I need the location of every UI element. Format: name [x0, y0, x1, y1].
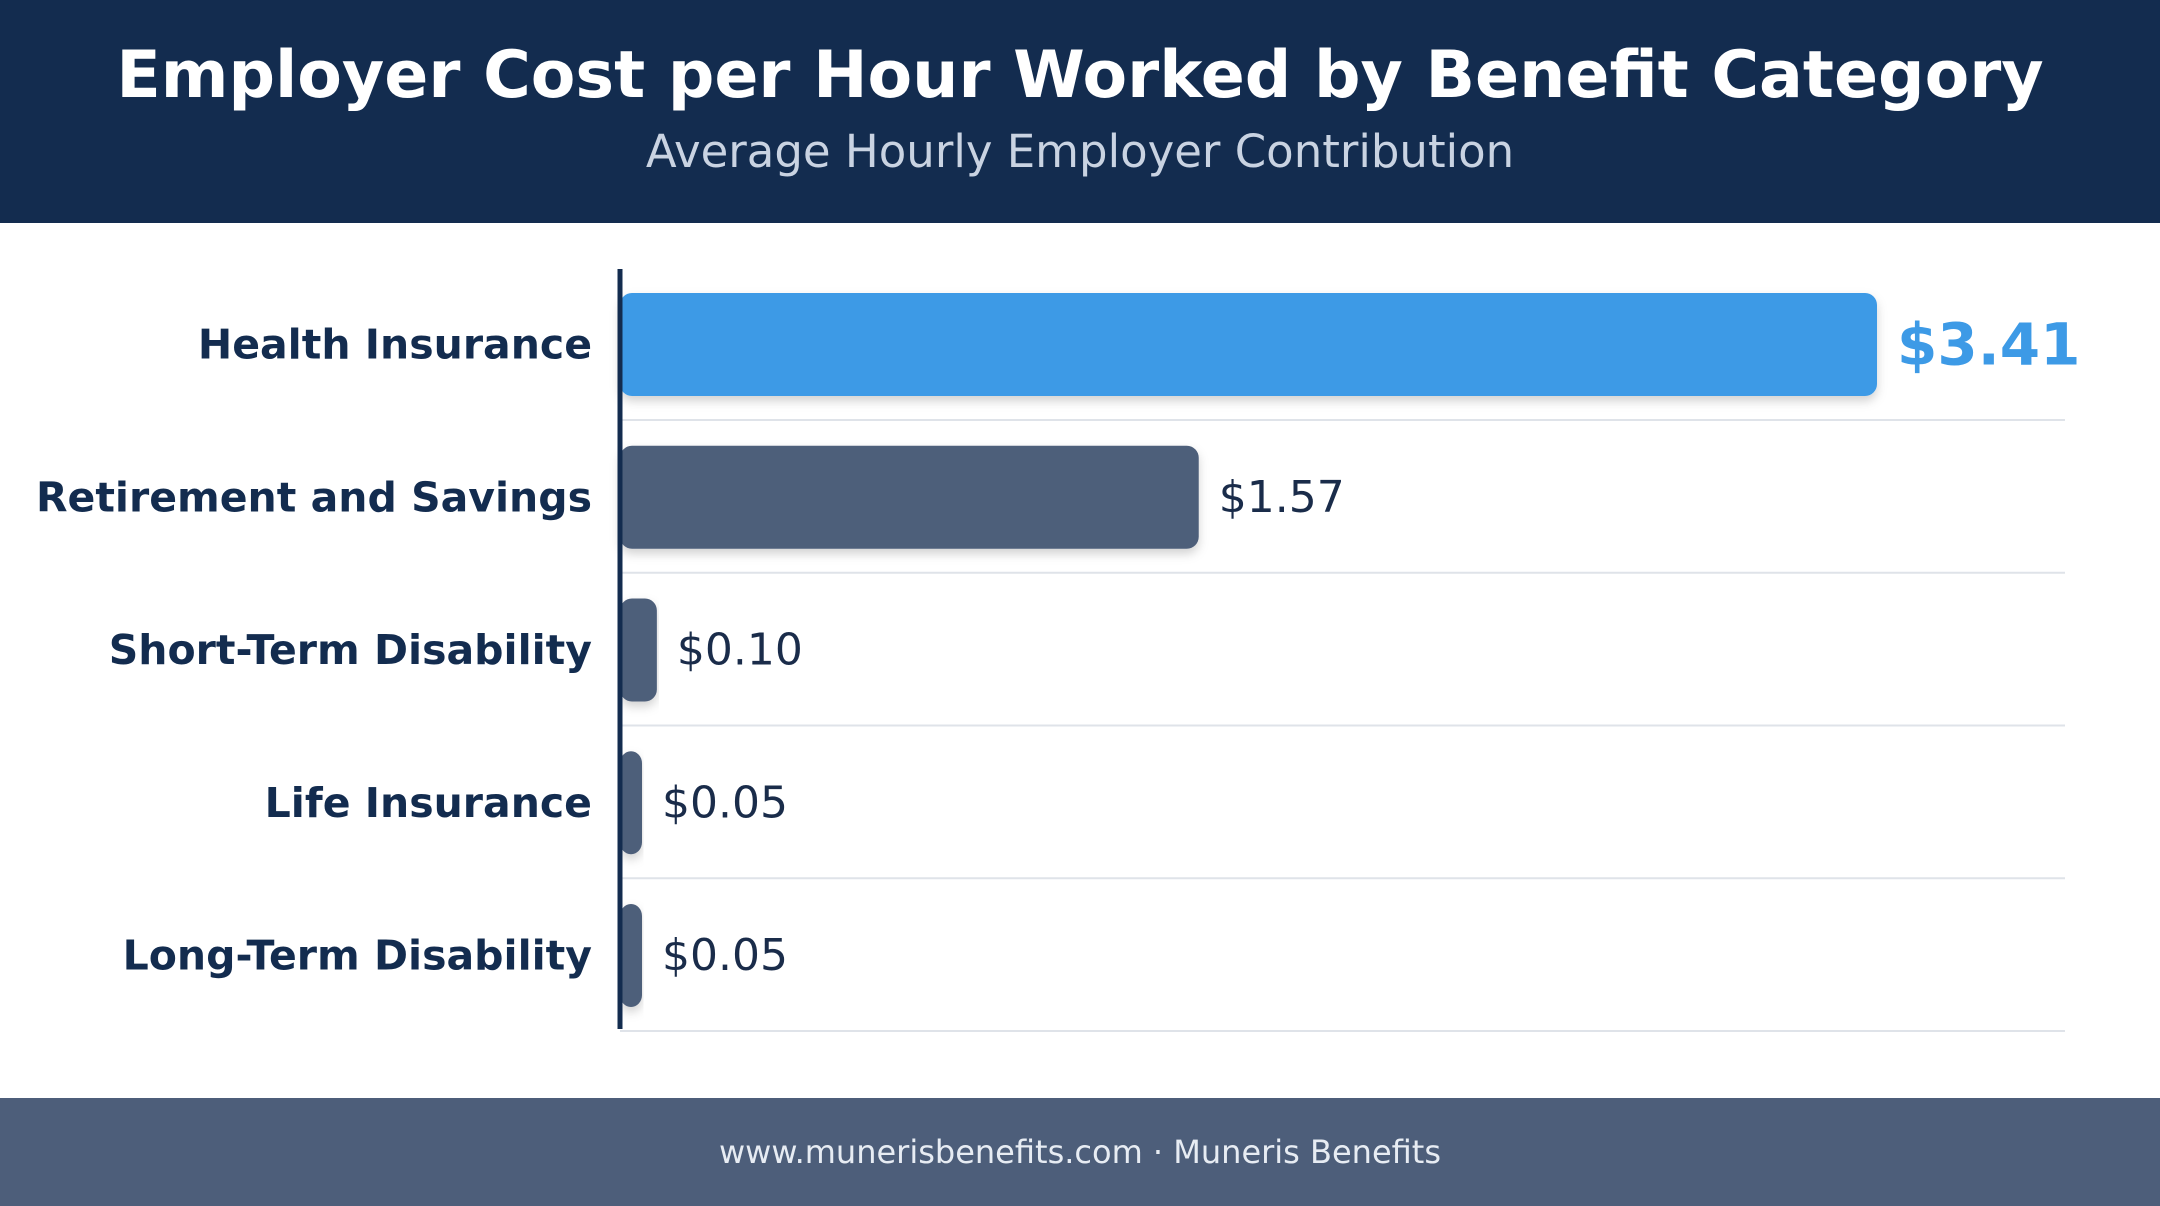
category-label: Life Insurance: [265, 779, 592, 827]
bar-chart: Health Insurance $3.41 Retirement and Savi…: [36, 269, 2080, 1032]
value-label: $0.10: [677, 625, 803, 676]
bar-short-term-disability: [620, 598, 657, 702]
value-label: $1.57: [1219, 472, 1345, 523]
bar-health-insurance: [620, 293, 1877, 396]
chart-area: Health Insurance $3.41 Retirement and Savi…: [0, 223, 2160, 1098]
header-banner: Employer Cost per Hour Worked by Benefit…: [0, 0, 2160, 223]
value-label: $0.05: [662, 777, 788, 828]
category-label: Retirement and Savings: [36, 473, 592, 521]
bar-life-insurance: [620, 751, 642, 855]
footer-text: www.munerisbenefits.com · Muneris Benefi…: [719, 1133, 1441, 1171]
chart-subtitle: Average Hourly Employer Contribution: [645, 125, 1515, 178]
value-label: $0.05: [662, 930, 788, 981]
footer-bar: www.munerisbenefits.com · Muneris Benefi…: [0, 1098, 2160, 1206]
bar-long-term-disability: [620, 904, 642, 1007]
category-label: Short-Term Disability: [109, 626, 592, 674]
bar-retirement-and-savings: [620, 445, 1199, 549]
category-label: Long-Term Disability: [123, 932, 592, 980]
value-label: $3.41: [1897, 311, 2080, 379]
category-label: Health Insurance: [198, 321, 592, 369]
chart-title: Employer Cost per Hour Worked by Benefit…: [116, 38, 2044, 113]
